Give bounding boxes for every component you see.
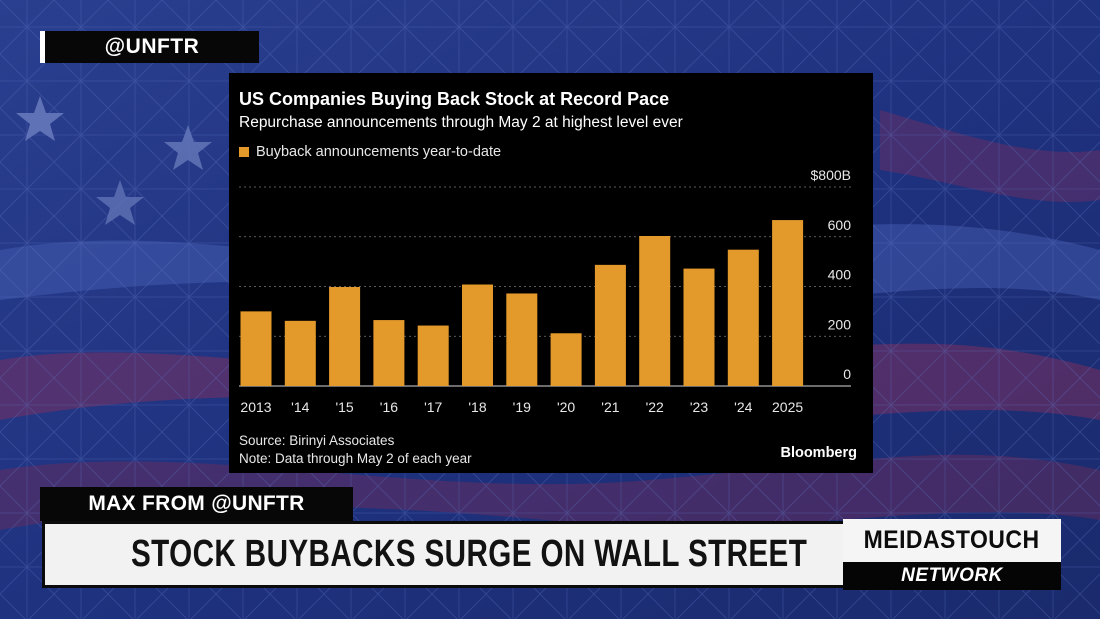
- x-tick-label: 2013: [240, 399, 271, 415]
- chart-source: Source: Birinyi Associates: [239, 433, 395, 448]
- bar: [240, 311, 272, 386]
- x-tick-label: '20: [557, 399, 575, 415]
- x-tick-label: '17: [424, 399, 442, 415]
- x-tick-label: '18: [468, 399, 486, 415]
- bar: [329, 286, 361, 386]
- chart-card: 0 200 400 600 $800B 2013 '14 '15 '16 '17 '18 '19 '2…: [229, 73, 873, 473]
- bar: [772, 220, 804, 386]
- x-tick-label: '22: [646, 399, 664, 415]
- x-tick-label: 2025: [772, 399, 803, 415]
- x-tick-label: '16: [380, 399, 398, 415]
- y-tick-label: 200: [828, 316, 852, 332]
- x-tick-label: '15: [335, 399, 353, 415]
- y-tick-label: 600: [828, 217, 852, 233]
- bar: [462, 284, 493, 386]
- y-tick-label: $800B: [811, 167, 851, 183]
- headline: STOCK BUYBACKS SURGE ON WALL STREET: [131, 533, 808, 575]
- bar: [284, 320, 316, 386]
- bar: [373, 320, 405, 386]
- legend: Buyback announcements year-to-date: [239, 144, 501, 160]
- chart-title: US Companies Buying Back Stock at Record…: [239, 89, 670, 109]
- x-tick-label: '21: [601, 399, 619, 415]
- network-logo-sub: NETWORK: [843, 562, 1061, 590]
- y-tick-label: 400: [828, 267, 852, 283]
- bar: [639, 236, 671, 386]
- bar: [550, 333, 582, 386]
- bar: [594, 264, 626, 386]
- x-tick-label: '23: [690, 399, 708, 415]
- network-logo: MEIDASTOUCH: [843, 519, 1061, 562]
- bloomberg-logo: Bloomberg: [780, 445, 857, 461]
- chart-subtitle: Repurchase announcements through May 2 a…: [239, 114, 683, 131]
- bar: [683, 268, 715, 386]
- x-axis-ticks: 2013 '14 '15 '16 '17 '18 '19 '20 '21 '22 '23 '24 202…: [240, 399, 803, 415]
- bar-chart-plot: 0 200 400 600 $800B 2013 '14 '15 '16 '17 '18 '19 '2…: [239, 167, 852, 415]
- headline-bar: STOCK BUYBACKS SURGE ON WALL STREET: [42, 521, 848, 588]
- handle-tag: @UNFTR: [40, 31, 259, 63]
- x-tick-label: '24: [734, 399, 752, 415]
- legend-label: Buyback announcements year-to-date: [256, 144, 502, 160]
- bars: [240, 220, 804, 386]
- chart-note: Note: Data through May 2 of each year: [239, 451, 472, 466]
- legend-swatch: [239, 147, 249, 157]
- x-tick-label: '19: [513, 399, 531, 415]
- bar: [417, 325, 449, 386]
- bar: [727, 249, 759, 386]
- x-tick-label: '14: [291, 399, 309, 415]
- logo-main-text: MEIDASTOUCH: [864, 526, 1040, 554]
- y-axis-ticks: 0 200 400 600 $800B: [811, 167, 852, 382]
- y-tick-label: 0: [843, 366, 851, 382]
- bar: [506, 293, 538, 386]
- name-tag: MAX FROM @UNFTR: [40, 487, 353, 521]
- logo-sub-text: NETWORK: [901, 565, 1003, 586]
